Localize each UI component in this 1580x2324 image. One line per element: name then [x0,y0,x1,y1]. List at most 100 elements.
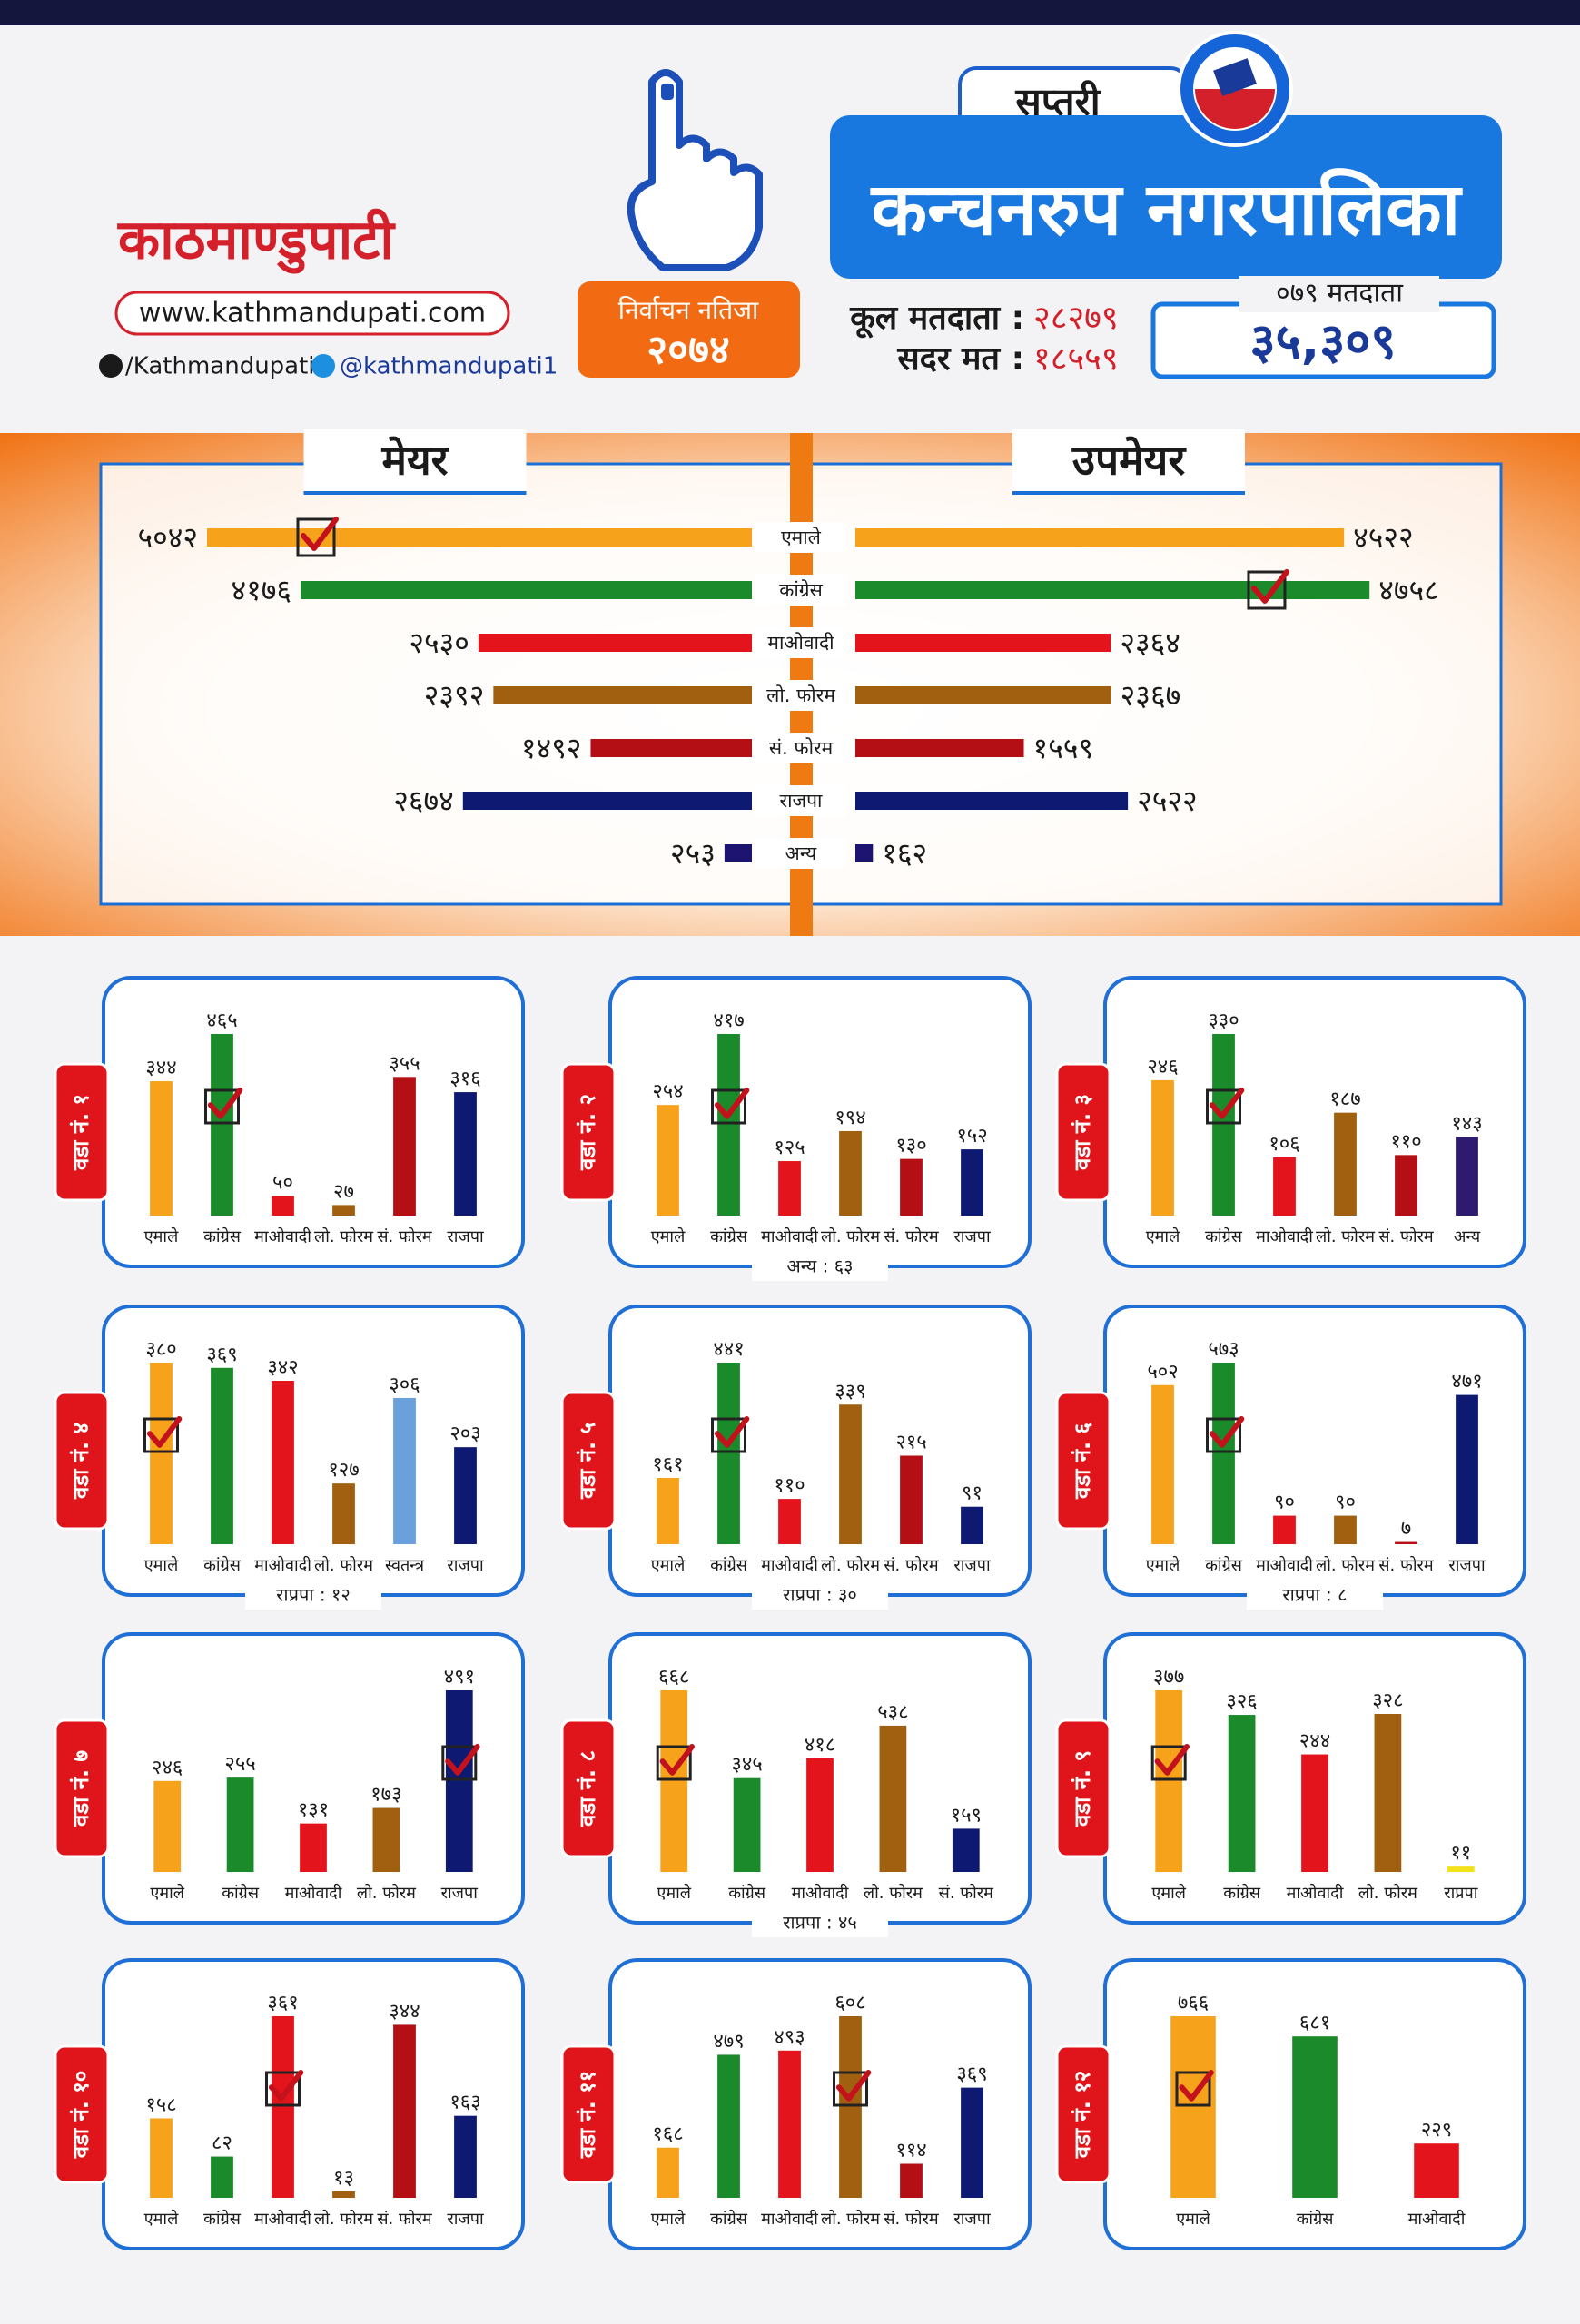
website[interactable]: www.kathmandupati.com [139,298,486,330]
bar [1334,1515,1357,1544]
value-label: ६६८ [658,1666,689,1689]
category-label: माओवादी [761,1555,818,1575]
winner-check [204,1088,243,1125]
bar [332,1205,355,1216]
winner-check [833,2070,872,2107]
ballot-paper [1213,58,1257,96]
winner-check [656,1744,695,1781]
bar [272,2016,294,2198]
value-label: २४६ [152,1757,183,1779]
bar [272,1381,294,1544]
municipality-box [830,115,1502,279]
twitter[interactable]: @kathmandupati1 [340,353,558,380]
category-label-bg [755,522,846,553]
category-label: एमाले [1146,1555,1180,1575]
value-label: ४१७ [713,1009,744,1032]
category-label: एमाले [144,1555,179,1575]
value-label: १२५ [774,1137,805,1159]
value-label: १६१ [652,1453,683,1476]
category-label: माओवादी [1256,1555,1313,1575]
value-label: ११० [1390,1130,1421,1153]
check-tick [301,517,339,551]
ward-tab [54,1718,110,1858]
value-label: ४७५८ [1378,573,1439,607]
bar [1273,1157,1296,1216]
check-box [296,517,336,557]
category-label: लो. फोरम [357,1883,417,1903]
bar [1228,1715,1256,1872]
value-label: ५३८ [877,1701,908,1724]
category-label: लो. फोरम [314,1226,374,1246]
category-label: कांग्रेस [203,2209,242,2229]
bar [150,1363,173,1544]
category-label: लो. फोरम [821,1555,881,1575]
ward-tab [54,1062,110,1202]
municipality: कन्चनरुप नगरपालिका [870,167,1464,251]
ward-title: वडा नं. ८ [575,1750,600,1827]
facebook-icon [99,354,123,378]
bar [1395,1155,1417,1216]
value-label: ३४२ [267,1356,298,1379]
value-label: ३६१ [267,1992,298,2014]
ward-tab [1055,2044,1111,2184]
series-header: उपमेयर [1071,436,1188,485]
winner-check [1175,2070,1214,2107]
bar [445,1690,473,1872]
bar [961,1149,983,1216]
category-label-bg [755,785,846,816]
category-label: अन्य [1454,1227,1481,1246]
category-label: कांग्रेस [710,1226,748,1246]
bar [855,686,1111,704]
ward-title: वडा नं. ७ [68,1750,94,1827]
value-label: ५०२ [1147,1361,1178,1384]
ward-note: राप्रपा : १२ [276,1584,351,1606]
check-box [1175,2071,1211,2107]
category-label: लो. फोरम [1316,1555,1376,1575]
value-label: १६२ [882,836,927,871]
value-label: ३२६ [1226,1690,1257,1713]
bar [1212,1034,1235,1216]
bar [153,1780,182,1872]
ward-tab [560,2044,617,2184]
valid-votes: १८५५९ [1033,340,1119,378]
bar [393,2024,416,2198]
bar [207,528,752,547]
value-label: ७ [1401,1518,1411,1541]
series-header-bg [303,429,527,493]
value-label: ९० [1274,1492,1295,1514]
total-voters-label: कूल मतदाता : [849,300,1024,339]
value-label: १३० [895,1135,926,1157]
facebook[interactable]: /Kathmandupati [125,353,315,380]
category-label: कांग्रेस [710,1555,748,1575]
value-label: ४७९ [713,2030,744,2053]
category-label: सं. फोरम [1378,1555,1435,1575]
check-box [656,1745,692,1781]
value-label: ३६९ [206,1344,237,1366]
category-label: सं. फोरम [884,2209,940,2229]
value-label: १२७ [328,1459,359,1482]
bar [1334,1112,1357,1216]
category-label: सं. फोरम [1378,1226,1435,1246]
value-label: १४९२ [521,731,582,765]
bar [961,2087,983,2198]
bar [1212,1363,1235,1544]
value-label: ९१ [962,1482,983,1505]
value-label: २०३ [449,1423,480,1445]
category-label: माओवादी [285,1883,342,1903]
category-label: राजपा [953,1556,991,1575]
ward-title: वडा नं. ९ [1070,1750,1095,1827]
check-tick [207,1088,243,1119]
category-label: एमाले [1151,1883,1186,1903]
bar [660,1690,688,1872]
value-label: २६७४ [393,783,454,818]
bar [454,1447,477,1544]
category-label: माओवादी [1408,2209,1466,2229]
value-label: ४५२२ [1353,520,1414,555]
ward-tab [560,1391,617,1531]
category-label: लो. फोरम [1316,1226,1376,1246]
bar [590,739,752,757]
voters-079-label: ०७९ मतदाता [1276,278,1404,310]
value-label: ३४५ [731,1754,762,1777]
note-bg [1247,1581,1383,1610]
